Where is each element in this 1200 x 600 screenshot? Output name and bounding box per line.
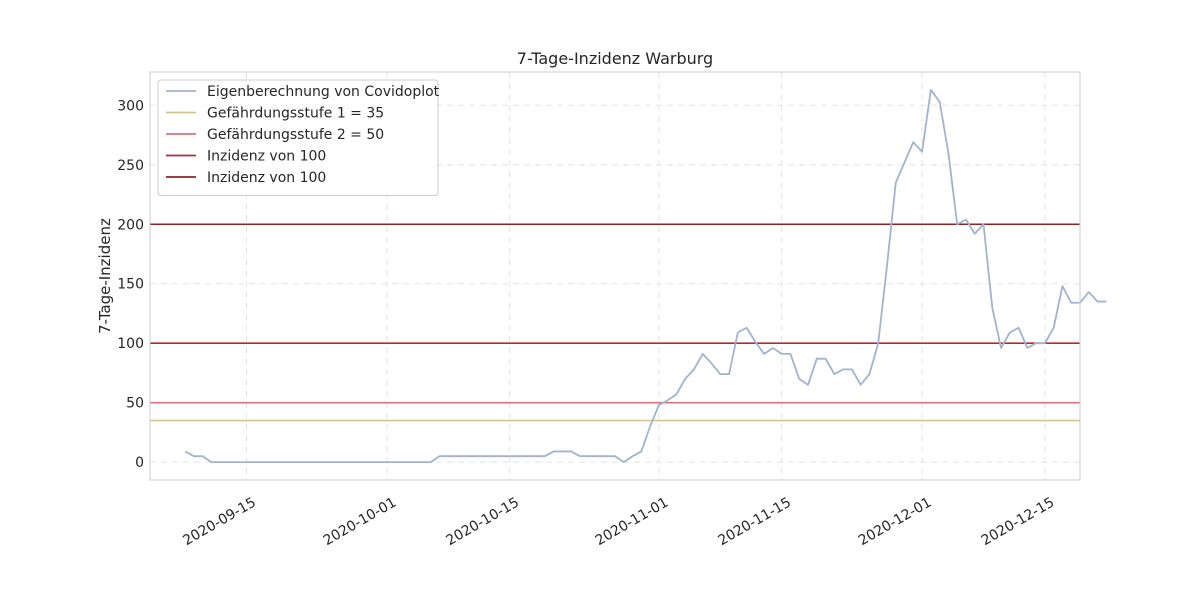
y-axis-label: 7-Tage-Inzidenz bbox=[96, 218, 114, 334]
x-tick-label: 2020-10-01 bbox=[321, 495, 399, 550]
y-tick-label: 300 bbox=[117, 98, 144, 114]
y-tick-label: 150 bbox=[117, 277, 144, 293]
plot-frame bbox=[149, 71, 1081, 481]
y-tick-label: 250 bbox=[117, 158, 144, 174]
y-tick-label: 0 bbox=[135, 455, 144, 471]
legend-label: Gefährdungsstufe 2 = 50 bbox=[207, 127, 384, 143]
legend-label: Inzidenz von 100 bbox=[207, 149, 326, 165]
legend-label: Eigenberechnung von Covidoplot bbox=[207, 84, 440, 100]
y-tick-label: 50 bbox=[126, 396, 144, 412]
legend-label: Inzidenz von 100 bbox=[207, 170, 326, 186]
legend-box bbox=[157, 79, 439, 196]
legend-label: Gefährdungsstufe 1 = 35 bbox=[207, 106, 384, 122]
y-tick-label: 200 bbox=[117, 217, 144, 233]
series-layer bbox=[184, 88, 1107, 464]
x-tick-label: 2020-09-15 bbox=[180, 495, 258, 550]
x-axis-ticks: 2020-09-15 2020-10-01 2020-10-15 2020-11-01… bbox=[180, 495, 1057, 550]
y-axis-ticks: 0 50 100 150 200 250 300 bbox=[117, 98, 144, 471]
series-line bbox=[184, 88, 1107, 464]
chart-title: 7-Tage-Inzidenz Warburg bbox=[517, 49, 713, 68]
x-tick-label: 2020-10-15 bbox=[444, 495, 522, 550]
reference-lines bbox=[150, 223, 1080, 422]
y-tick-label: 100 bbox=[117, 336, 144, 352]
legend: Eigenberechnung von Covidoplot Gefährdung… bbox=[157, 79, 440, 196]
x-tick-label: 2020-12-15 bbox=[979, 495, 1057, 550]
x-tick-label: 2020-11-01 bbox=[593, 495, 671, 550]
x-tick-label: 2020-12-01 bbox=[856, 495, 934, 550]
x-tick-label: 2020-11-15 bbox=[716, 495, 794, 550]
